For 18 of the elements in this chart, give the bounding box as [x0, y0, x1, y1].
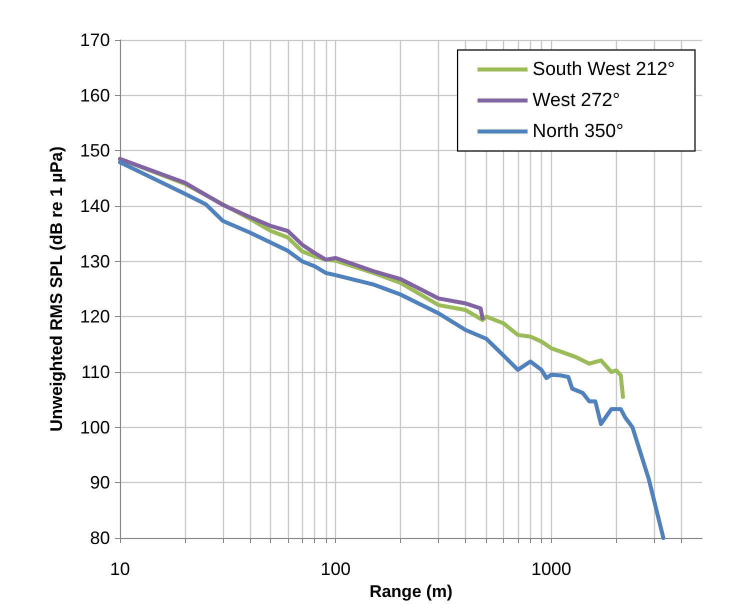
x-tick-label: 100 [320, 559, 351, 579]
y-tick-label: 170 [80, 30, 110, 50]
x-tick-label: 10 [110, 559, 130, 579]
y-tick-label: 150 [80, 140, 110, 161]
y-tick-label: 110 [81, 362, 110, 382]
y-tick-label: 80 [90, 528, 110, 548]
legend-label: North 350° [532, 121, 624, 142]
legend-label: South West 212° [532, 59, 676, 80]
x-axis-title: Range (m) [369, 582, 453, 601]
y-tick-label: 140 [80, 196, 110, 216]
x-tick-label: 1000 [531, 559, 572, 579]
y-tick-label: 160 [80, 85, 110, 106]
y-tick-label: 90 [90, 472, 110, 493]
legend-label: West 272° [532, 90, 620, 111]
y-tick-label: 100 [80, 417, 110, 438]
y-tick-label: 130 [80, 251, 110, 272]
y-tick-label: 120 [80, 306, 110, 327]
y-axis-title: Unweighted RMS SPL (dB re 1 µPa) [47, 146, 66, 432]
